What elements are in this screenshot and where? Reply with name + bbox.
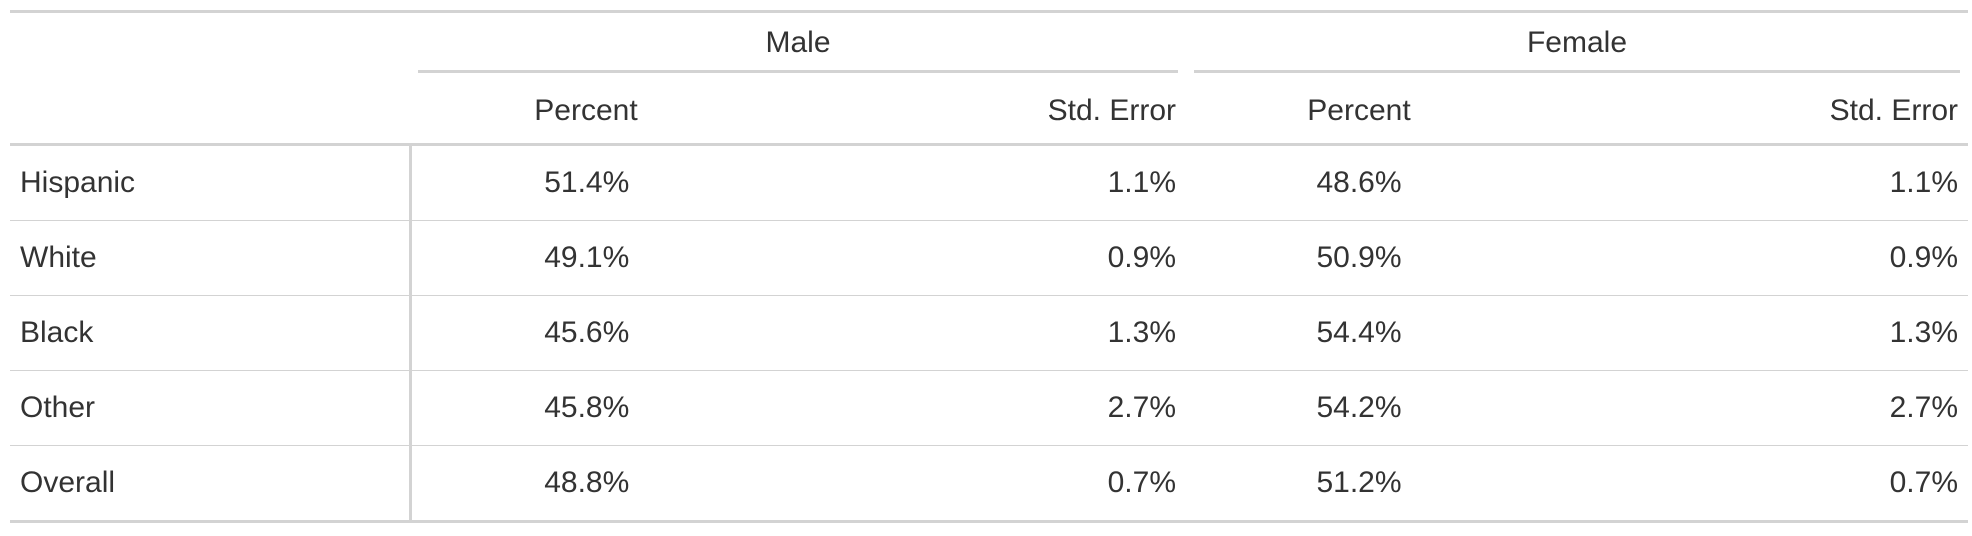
cell-male-std-error: 0.7% xyxy=(762,445,1186,522)
cell-female-std-error: 2.7% xyxy=(1532,370,1969,446)
cell-male-std-error: 0.9% xyxy=(762,220,1186,296)
row-label: Overall xyxy=(10,445,412,522)
cell-female-percent: 48.6% xyxy=(1316,166,1402,199)
cell-male-percent: 49.1% xyxy=(410,220,762,296)
stub-header xyxy=(10,79,410,146)
spanner-male-label: Male xyxy=(418,20,1178,73)
table-row: Overall 48.8% 0.7% 51.2% 0.7% xyxy=(10,445,1969,522)
row-label: Black xyxy=(10,295,412,371)
spanner-row: Male Female xyxy=(10,12,1968,80)
cell-male-percent: 45.6% xyxy=(410,295,762,371)
spanner-female-label: Female xyxy=(1194,20,1961,73)
column-header-male-std-error: Std. Error xyxy=(762,79,1186,146)
cell-male-std-error: 1.3% xyxy=(762,295,1186,371)
cell-female-percent: 50.9% xyxy=(1186,220,1532,296)
stub-header-empty xyxy=(10,12,410,80)
column-header-female-percent: Percent xyxy=(1186,79,1532,146)
summary-table: Male Female Percent Std. Error Percent S… xyxy=(10,10,1969,523)
row-label: Hispanic xyxy=(10,144,412,221)
table-row: Hispanic 51.4% 1.1% 48.6% 1.1% xyxy=(10,144,1968,221)
cell-female-std-error: 0.9% xyxy=(1532,220,1969,296)
cell-male-std-error: 2.7% xyxy=(762,370,1186,446)
column-header-row: Percent Std. Error Percent Std. Error xyxy=(10,79,1969,146)
table-row: Other 45.8% 2.7% 54.2% 2.7% xyxy=(10,370,1969,446)
cell-male-std-error: 1.1% xyxy=(1107,166,1176,199)
cell-female-percent: 54.2% xyxy=(1186,370,1532,446)
column-header-female-std-error: Std. Error xyxy=(1532,79,1969,146)
spanner-male: Male xyxy=(410,12,1186,80)
cell-male-percent: 45.8% xyxy=(410,370,762,446)
cell-female-std-error: 1.1% xyxy=(1889,166,1959,199)
summary-table-container: Male Female Percent Std. Error Percent S… xyxy=(10,10,1969,523)
cell-female-std-error: 0.7% xyxy=(1532,445,1969,522)
row-label: Other xyxy=(10,370,412,446)
table-row: Black 45.6% 1.3% 54.4% 1.3% xyxy=(10,295,1969,371)
cell-female-std-error: 1.3% xyxy=(1532,295,1969,371)
cell-male-percent: 51.4% xyxy=(544,166,630,199)
cell-female-percent: 54.4% xyxy=(1186,295,1532,371)
table-row: White 49.1% 0.9% 50.9% 0.9% xyxy=(10,220,1969,296)
column-header-male-percent: Percent xyxy=(410,79,762,146)
spanner-female: Female xyxy=(1186,12,1968,80)
cell-male-percent: 48.8% xyxy=(410,445,762,522)
row-label: White xyxy=(10,220,412,296)
table-body: Hispanic 51.4% 1.1% 48.6% 1.1% White 49.1% 0.9%… xyxy=(10,144,1969,522)
cell-female-percent: 51.2% xyxy=(1186,445,1532,522)
